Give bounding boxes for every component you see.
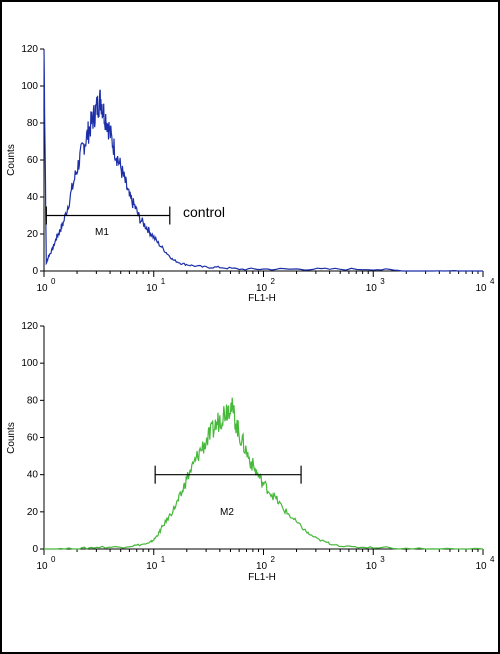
y-tick-label: 80 [27, 395, 39, 406]
x-tick-exponent: 4 [490, 277, 495, 286]
y-tick-label: 120 [21, 44, 38, 55]
x-tick-label: 10 [366, 283, 378, 294]
x-tick-exponent: 2 [271, 555, 276, 564]
marker-m1-label: M1 [95, 227, 109, 238]
panel-top: Counts FL1-H control M1 0204060801001201… [6, 44, 495, 304]
x-tick-exponent: 1 [161, 277, 166, 286]
x-axis-label: FL1-H [248, 572, 276, 583]
x-tick-label: 10 [146, 561, 158, 572]
x-tick-label: 10 [256, 561, 268, 572]
y-tick-label: 40 [27, 192, 39, 203]
histogram-series [43, 49, 483, 272]
y-tick-label: 120 [21, 321, 38, 332]
x-tick-label: 10 [256, 283, 268, 294]
panel-bottom: Counts FL1-H M2 020406080100120100101102… [6, 321, 495, 583]
y-tick-label: 80 [27, 118, 39, 129]
y-tick-label: 20 [27, 507, 39, 518]
y-tick-label: 60 [27, 433, 39, 444]
x-tick-label: 10 [366, 561, 378, 572]
x-tick-exponent: 4 [490, 555, 495, 564]
y-tick-label: 20 [27, 229, 39, 240]
y-axis-label: Counts [6, 144, 17, 176]
x-tick-exponent: 3 [380, 277, 385, 286]
y-axis-label: Counts [6, 422, 17, 454]
y-tick-label: 100 [21, 81, 38, 92]
x-tick-exponent: 2 [271, 277, 276, 286]
x-tick-label: 10 [36, 561, 48, 572]
x-tick-label: 10 [146, 283, 158, 294]
control-annotation: control [183, 204, 225, 220]
histogram-series [44, 397, 484, 550]
marker-m2-label: M2 [220, 507, 234, 518]
x-tick-label: 10 [475, 283, 487, 294]
y-tick-label: 60 [27, 155, 39, 166]
y-tick-label: 0 [32, 266, 38, 277]
x-axis-label: FL1-H [248, 293, 276, 304]
x-tick-exponent: 3 [380, 555, 385, 564]
x-tick-exponent: 0 [51, 277, 56, 286]
y-tick-label: 0 [32, 544, 38, 555]
x-tick-exponent: 1 [161, 555, 166, 564]
x-tick-label: 10 [36, 283, 48, 294]
x-tick-exponent: 0 [51, 555, 56, 564]
x-tick-label: 10 [475, 561, 487, 572]
y-tick-label: 40 [27, 470, 39, 481]
y-tick-label: 100 [21, 358, 38, 369]
